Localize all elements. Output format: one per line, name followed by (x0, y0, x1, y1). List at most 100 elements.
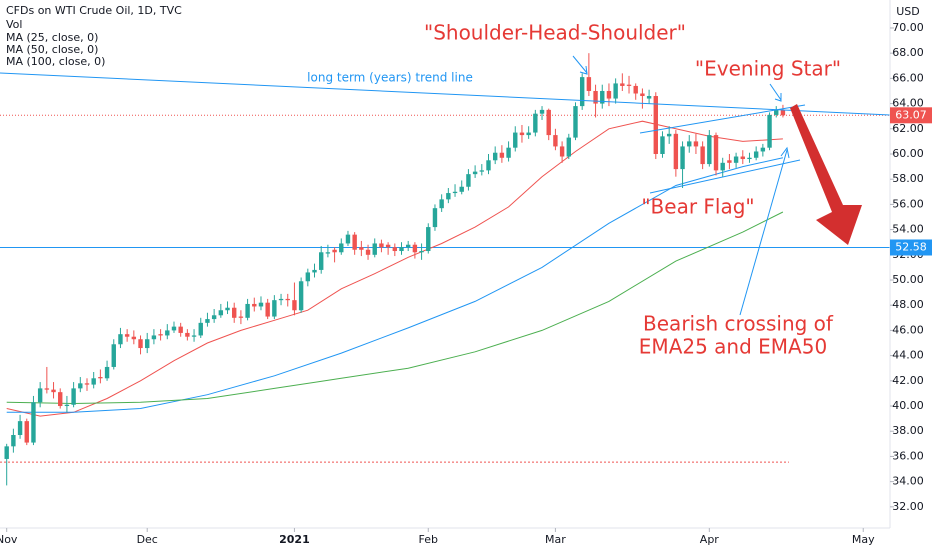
candle-body (700, 146, 705, 165)
candle-body (64, 404, 70, 407)
y-tick-label: 38.00 (892, 424, 924, 437)
candle-body (225, 307, 230, 311)
x-tick-label: Dec (137, 533, 158, 546)
candle-body (774, 109, 779, 115)
flag-line (649, 159, 801, 194)
candle-body (579, 77, 585, 107)
candle-body (680, 146, 685, 170)
price-label: 52.58 (895, 240, 927, 253)
candle-body (31, 402, 36, 443)
candle-body (278, 298, 284, 301)
candle-body (653, 96, 658, 154)
candle-body (432, 208, 438, 228)
candle-body (660, 136, 665, 154)
candle-body (740, 156, 745, 160)
candle-body (124, 334, 130, 337)
candle-body (51, 389, 56, 393)
candle-body (265, 302, 270, 317)
y-tick-label: 54.00 (892, 223, 924, 236)
candle-body (633, 85, 638, 94)
ma-line (6, 157, 784, 413)
candle-body (646, 96, 652, 99)
x-tick-label: 2021 (279, 533, 310, 546)
candle-body (419, 251, 424, 253)
ma-line (6, 211, 784, 405)
candle-body (104, 366, 110, 379)
candle-body (178, 326, 183, 333)
y-tick-label: 60.00 (892, 147, 924, 160)
header-title: CFDs on WTI Crude Oil, 1D, TVC (6, 4, 182, 17)
pointer (769, 83, 782, 101)
candle-body (553, 135, 558, 147)
x-tick-label: Apr (700, 533, 720, 546)
y-tick-label: 40.00 (892, 399, 924, 412)
candle-body (352, 234, 357, 250)
candle-body (673, 133, 679, 170)
big-arrow (790, 104, 862, 245)
y-tick-label: 36.00 (892, 449, 924, 462)
candle-body (24, 421, 29, 443)
candle-body (44, 388, 50, 390)
y-tick-label: 66.00 (892, 71, 924, 84)
pointer-head (774, 93, 782, 102)
candle-body (319, 252, 324, 270)
candle-body (252, 303, 257, 307)
pointer-head (579, 65, 588, 75)
candle-body (58, 392, 63, 407)
y-tick-label: 42.00 (892, 374, 924, 387)
legend-entry: MA (100, close, 0) (6, 55, 105, 68)
trend-line (0, 72, 891, 116)
candle-body (486, 160, 491, 171)
candle-body (439, 199, 444, 209)
pointer-head (780, 146, 790, 159)
candle-body (118, 334, 123, 345)
candle-body (111, 344, 116, 367)
candle-body (17, 421, 23, 436)
y-tick-label: 70.00 (892, 21, 924, 34)
candle-body (325, 252, 331, 254)
candle-body (573, 106, 578, 138)
annotation: Bearish crossing of (643, 312, 834, 336)
candle-body (586, 77, 592, 91)
candle-body (385, 244, 391, 248)
candle-body (405, 244, 411, 248)
candle-body (620, 83, 625, 86)
candle-body (131, 336, 137, 340)
candle-body (205, 319, 210, 323)
candle-body (466, 174, 471, 187)
candle-body (232, 307, 237, 318)
price-label-box (890, 107, 932, 124)
y-tick-label: 34.00 (892, 475, 924, 488)
candle-body (365, 249, 371, 255)
y-tick-label: 46.00 (892, 323, 924, 336)
candle-body (78, 383, 83, 389)
candle-body (37, 388, 43, 403)
x-tick-label: May (852, 533, 875, 546)
y-tick-label: 64.00 (892, 97, 924, 110)
candle-body (713, 135, 719, 171)
candle-body (245, 303, 250, 318)
y-tick-label: 44.00 (892, 349, 924, 362)
candle-body (539, 109, 545, 114)
candle-body (345, 234, 351, 244)
candle-body (84, 383, 90, 385)
candle-body (626, 84, 632, 86)
candle-body (272, 300, 277, 317)
candle-body (767, 114, 772, 148)
candle-body (392, 247, 398, 252)
pointer (572, 55, 588, 74)
legend-entry: MA (50, close, 0) (6, 43, 98, 56)
candle-body (546, 109, 551, 136)
candle-body (687, 141, 692, 147)
candle-body (158, 334, 163, 336)
candle-body (693, 141, 699, 147)
candle-body (339, 243, 344, 253)
candle-body (191, 335, 197, 337)
candle-body (165, 330, 170, 336)
y-tick-label: 56.00 (892, 197, 924, 210)
candle-body (185, 332, 190, 337)
candle-body (426, 227, 431, 252)
candle-body (526, 132, 531, 136)
